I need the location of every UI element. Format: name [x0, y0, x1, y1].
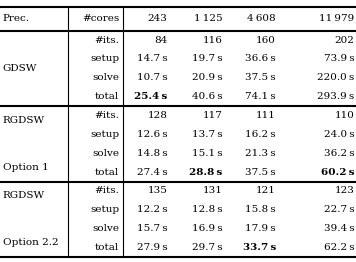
Text: 37.5 s: 37.5 s — [245, 168, 276, 177]
Text: 24.0 s: 24.0 s — [324, 130, 354, 139]
Text: solve: solve — [92, 73, 119, 82]
Text: 121: 121 — [256, 187, 276, 195]
Text: 15.8 s: 15.8 s — [245, 205, 276, 214]
Text: 22.7 s: 22.7 s — [324, 205, 354, 214]
Text: Prec.: Prec. — [3, 14, 30, 23]
Text: 15.1 s: 15.1 s — [192, 149, 222, 158]
Text: 14.7 s: 14.7 s — [137, 54, 167, 63]
Text: 21.3 s: 21.3 s — [245, 149, 276, 158]
Text: 19.7 s: 19.7 s — [192, 54, 222, 63]
Text: 1 125: 1 125 — [194, 14, 222, 23]
Text: #its.: #its. — [94, 187, 119, 195]
Text: 11 979: 11 979 — [319, 14, 354, 23]
Text: RGDSW: RGDSW — [3, 116, 45, 125]
Text: 17.9 s: 17.9 s — [245, 224, 276, 233]
Text: 15.7 s: 15.7 s — [137, 224, 167, 233]
Text: 73.9 s: 73.9 s — [324, 54, 354, 63]
Text: 111: 111 — [256, 111, 276, 120]
Text: solve: solve — [92, 224, 119, 233]
Text: 27.9 s: 27.9 s — [137, 243, 167, 252]
Text: 40.6 s: 40.6 s — [192, 92, 222, 101]
Text: 131: 131 — [203, 187, 222, 195]
Text: 37.5 s: 37.5 s — [245, 73, 276, 82]
Text: RGDSW: RGDSW — [3, 191, 45, 200]
Text: total: total — [95, 243, 119, 252]
Text: 62.2 s: 62.2 s — [324, 243, 354, 252]
Text: Option 2.2: Option 2.2 — [3, 238, 58, 247]
Text: 123: 123 — [334, 187, 354, 195]
Text: solve: solve — [92, 149, 119, 158]
Text: 110: 110 — [334, 111, 354, 120]
Text: 117: 117 — [203, 111, 222, 120]
Text: 36.6 s: 36.6 s — [245, 54, 276, 63]
Text: total: total — [95, 168, 119, 177]
Text: total: total — [95, 92, 119, 101]
Text: #its.: #its. — [94, 36, 119, 45]
Text: 14.8 s: 14.8 s — [137, 149, 167, 158]
Text: 84: 84 — [154, 36, 167, 45]
Text: 202: 202 — [334, 36, 354, 45]
Text: 28.8 s: 28.8 s — [189, 168, 222, 177]
Text: 4 608: 4 608 — [247, 14, 276, 23]
Text: GDSW: GDSW — [3, 64, 37, 73]
Text: setup: setup — [90, 54, 119, 63]
Text: Option 1: Option 1 — [3, 163, 49, 172]
Text: 16.2 s: 16.2 s — [245, 130, 276, 139]
Text: 16.9 s: 16.9 s — [192, 224, 222, 233]
Text: 220.0 s: 220.0 s — [317, 73, 354, 82]
Text: 33.7 s: 33.7 s — [243, 243, 276, 252]
Text: #its.: #its. — [94, 111, 119, 120]
Text: 36.2 s: 36.2 s — [324, 149, 354, 158]
Text: 10.7 s: 10.7 s — [137, 73, 167, 82]
Text: 12.8 s: 12.8 s — [192, 205, 222, 214]
Text: 12.6 s: 12.6 s — [137, 130, 167, 139]
Text: 12.2 s: 12.2 s — [137, 205, 167, 214]
Text: 160: 160 — [256, 36, 276, 45]
Text: 74.1 s: 74.1 s — [245, 92, 276, 101]
Text: 29.7 s: 29.7 s — [192, 243, 222, 252]
Text: setup: setup — [90, 205, 119, 214]
Text: 116: 116 — [203, 36, 222, 45]
Text: 60.2 s: 60.2 s — [321, 168, 354, 177]
Text: 243: 243 — [147, 14, 167, 23]
Text: 128: 128 — [147, 111, 167, 120]
Text: setup: setup — [90, 130, 119, 139]
Text: 39.4 s: 39.4 s — [324, 224, 354, 233]
Text: 13.7 s: 13.7 s — [192, 130, 222, 139]
Text: #cores: #cores — [82, 14, 119, 23]
Text: 293.9 s: 293.9 s — [317, 92, 354, 101]
Text: 135: 135 — [147, 187, 167, 195]
Text: 20.9 s: 20.9 s — [192, 73, 222, 82]
Text: 25.4 s: 25.4 s — [134, 92, 167, 101]
Text: 27.4 s: 27.4 s — [137, 168, 167, 177]
